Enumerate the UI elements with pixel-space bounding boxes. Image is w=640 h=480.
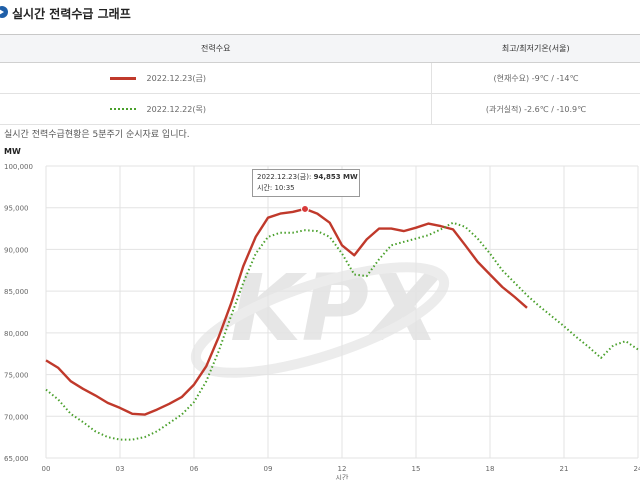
legend-series-cell: 2022.12.22(목)	[0, 93, 432, 125]
x-tick-label: 09	[264, 465, 273, 473]
x-tick-label: 00	[42, 465, 51, 473]
panel-title: 실시간 전력수급 그래프	[12, 7, 131, 21]
legend-series-cell: 2022.12.23(금)	[0, 62, 432, 94]
y-axis-unit: MW	[4, 147, 21, 156]
y-tick-label: 90,000	[4, 246, 29, 254]
series-line-current	[45, 207, 528, 416]
x-tick-label: 18	[486, 465, 495, 473]
x-tick-label: 06	[190, 465, 199, 473]
panel-header: 실시간 전력수급 그래프	[0, 0, 640, 26]
x-tick-label: 15	[412, 465, 421, 473]
legend-col-demand: 전력수요	[0, 34, 432, 63]
y-tick-label: 85,000	[4, 288, 29, 296]
y-tick-label: 95,000	[4, 205, 29, 213]
solid-line-swatch	[110, 76, 136, 80]
legend-series-label: 2022.12.22(목)	[146, 104, 206, 114]
watermark-swoosh	[190, 262, 450, 378]
highlight-point	[301, 204, 309, 213]
y-tick-label: 100,000	[4, 163, 33, 171]
tooltip-time: 시간: 10:35	[257, 184, 295, 192]
x-tick-label: 24	[634, 465, 640, 473]
chart-tooltip: 2022.12.23(금): 94,853 MW 시간: 10:35	[252, 169, 360, 197]
arrow-icon	[0, 6, 8, 18]
legend-series-label: 2022.12.23(금)	[146, 73, 206, 83]
legend-col-temperature: 최고/최저기온(서울)	[431, 34, 640, 63]
dotted-line-swatch	[110, 108, 136, 110]
legend-table: 전력수요 최고/최저기온(서울) 2022.12.23(금) (현재수요) -9…	[0, 34, 640, 125]
legend-row: 2022.12.23(금) (현재수요) -9℃ / -14℃	[0, 62, 640, 94]
y-tick-label: 65,000	[4, 455, 29, 463]
x-tick-label: 21	[560, 465, 569, 473]
y-tick-label: 70,000	[4, 413, 29, 421]
legend-temperature-cell: (과거실적) -2.6℃ / -10.9℃	[431, 93, 640, 125]
x-tick-label: 12	[338, 465, 347, 473]
y-tick-label: 80,000	[4, 330, 29, 338]
tooltip-value: 94,853 MW	[313, 173, 358, 181]
x-axis-label: 시간	[336, 473, 349, 480]
tooltip-date: 2022.12.23(금):	[257, 173, 312, 181]
legend-table-header: 전력수요 최고/최저기온(서울)	[0, 34, 640, 63]
series-line-previous	[45, 221, 639, 441]
data-note: 실시간 전력수급현황은 5분주기 순시자료 입니다.	[4, 130, 190, 140]
legend-row: 2022.12.22(목) (과거실적) -2.6℃ / -10.9℃	[0, 93, 640, 125]
y-tick-label: 75,000	[4, 372, 29, 380]
legend-temperature-cell: (현재수요) -9℃ / -14℃	[431, 62, 640, 94]
x-tick-label: 03	[116, 465, 125, 473]
